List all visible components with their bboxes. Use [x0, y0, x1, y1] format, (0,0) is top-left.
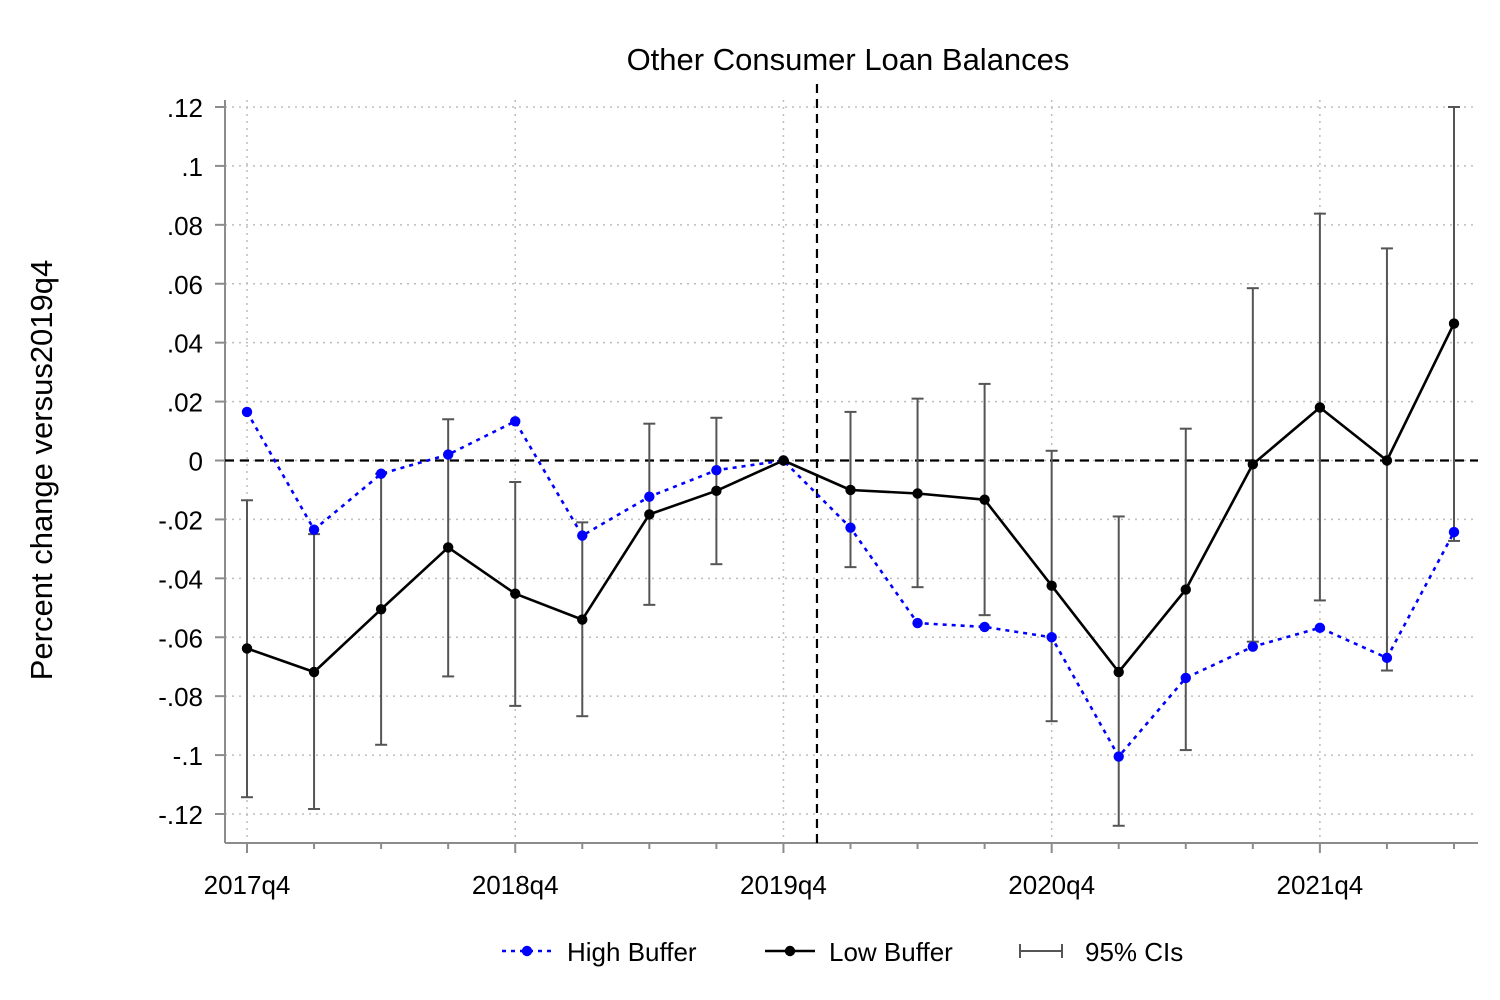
y-tick-label: 0	[189, 447, 203, 477]
high-buffer-point	[375, 468, 387, 479]
y-tick-label: -.06	[158, 623, 203, 653]
high-buffer-point	[845, 522, 856, 533]
low-buffer-point	[577, 614, 588, 625]
legend-label: Low Buffer	[829, 937, 953, 967]
low-buffer-point	[644, 509, 655, 520]
y-tick-label: -.04	[158, 564, 203, 594]
high-buffer-point	[1180, 672, 1191, 684]
x-tick-label: 2018q4	[472, 870, 559, 900]
low-buffer-point	[1247, 459, 1259, 470]
y-axis-label: Percent change versus2019q4	[24, 260, 59, 681]
y-tick-label: .06	[167, 270, 203, 300]
high-buffer-point	[1247, 641, 1259, 652]
low-buffer-point	[979, 494, 990, 505]
high-buffer-point	[1381, 652, 1393, 664]
y-tick-label: -.1	[173, 741, 203, 771]
low-buffer-point	[1448, 318, 1460, 329]
y-tick-label: .04	[167, 329, 203, 359]
high-buffer-point	[1314, 622, 1326, 634]
y-tick-label: .1	[181, 152, 203, 182]
low-buffer-point	[308, 666, 320, 678]
series-lines	[241, 318, 1460, 762]
high-buffer-point	[442, 449, 454, 460]
legend-label: High Buffer	[567, 937, 697, 967]
legend: High Buffer Low Buffer 95% CIs	[502, 937, 1183, 967]
x-tick-label: 2017q4	[204, 870, 291, 900]
x-tick-label: 2020q4	[1008, 870, 1095, 900]
low-buffer-point	[375, 604, 387, 615]
legend-low-buffer-marker	[784, 945, 796, 957]
low-buffer-point	[778, 455, 789, 466]
low-buffer-point	[1113, 666, 1124, 678]
high-buffer-point	[979, 621, 990, 633]
low-buffer-point	[510, 588, 521, 599]
axes: .12 .1 .08 .06 .04 .02 0 -.02 -.04 -.06 -.08 -.1 -.1…	[158, 93, 1478, 900]
x-tick-label: 2019q4	[740, 870, 827, 900]
confidence-intervals	[241, 106, 1460, 827]
low-buffer-point	[241, 643, 253, 654]
low-buffer-point	[1381, 455, 1393, 466]
low-buffer-point	[1180, 584, 1191, 595]
low-buffer-point	[442, 542, 454, 553]
y-tick-label: -.02	[158, 505, 203, 535]
chart-title: Other Consumer Loan Balances	[627, 42, 1070, 77]
legend-high-buffer-marker	[521, 945, 533, 957]
x-tick-label: 2021q4	[1277, 870, 1364, 900]
high-buffer-point	[1113, 751, 1124, 762]
y-tick-label: .12	[167, 93, 203, 123]
low-buffer-point	[912, 488, 923, 499]
low-buffer-point	[845, 484, 856, 496]
low-buffer-point	[711, 485, 722, 497]
high-buffer-point	[1046, 632, 1057, 643]
low-buffer-point	[1314, 402, 1326, 413]
high-buffer-point	[510, 416, 521, 427]
high-buffer-point	[308, 524, 320, 535]
high-buffer-point	[912, 617, 923, 629]
y-tick-label: -.08	[158, 682, 203, 712]
high-buffer-point	[1448, 526, 1460, 538]
low-buffer-point	[1046, 580, 1057, 591]
y-tick-label: .08	[167, 211, 203, 241]
reference-lines	[225, 84, 1478, 843]
high-buffer-point	[711, 465, 722, 476]
high-buffer-point	[577, 530, 588, 541]
high-buffer-point	[644, 491, 655, 502]
y-tick-label: -.12	[158, 800, 203, 830]
y-tick-label: .02	[167, 388, 203, 418]
legend-label: 95% CIs	[1085, 937, 1183, 967]
high-buffer-point	[241, 406, 253, 418]
